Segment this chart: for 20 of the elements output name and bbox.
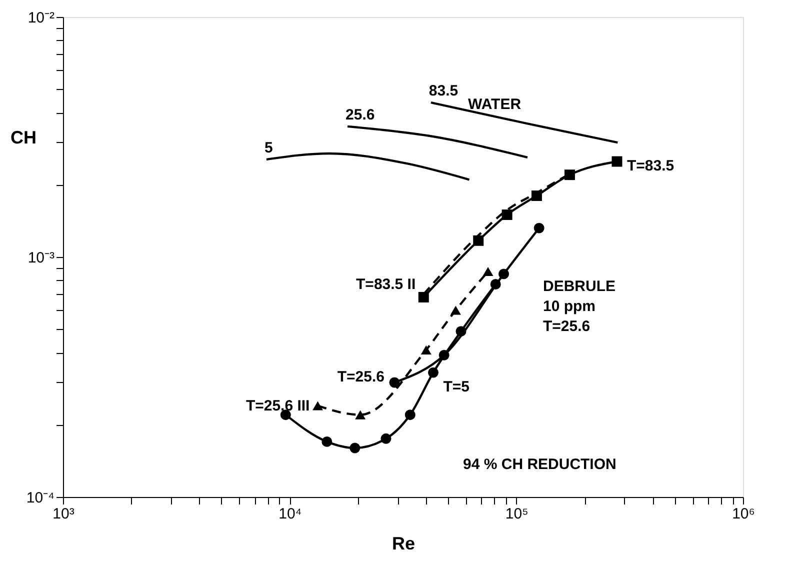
series-label: T=83.5 [626, 157, 674, 174]
series-label: T=5 [443, 378, 470, 396]
y-tick-label: 10⁻² [28, 10, 54, 26]
x-tick-label: 10⁶ [732, 506, 755, 522]
series-label: T=25.6 III [246, 398, 310, 415]
annotation: DEBRULE 10 ppm T=25.6 [543, 278, 616, 335]
annotation: WATER [468, 96, 522, 113]
x-tick-label: 10⁴ [278, 506, 302, 522]
y-tick-label: 10⁻³ [28, 250, 54, 266]
x-axis-title: Re [392, 534, 416, 554]
y-tick-label: 10⁻⁴ [26, 490, 54, 506]
x-tick-label: 10⁵ [505, 506, 528, 522]
series-label: T=25.6 [337, 368, 384, 386]
series-label: 5 [264, 139, 273, 156]
series-label: 25.6 [346, 106, 375, 124]
y-axis-title: CH [10, 128, 36, 148]
annotation: 94 % CH REDUCTION [463, 456, 616, 473]
x-tick-label: 10³ [52, 506, 74, 522]
series-label: T=83.5 II [356, 276, 416, 294]
series-label: 83.5 [428, 82, 458, 100]
